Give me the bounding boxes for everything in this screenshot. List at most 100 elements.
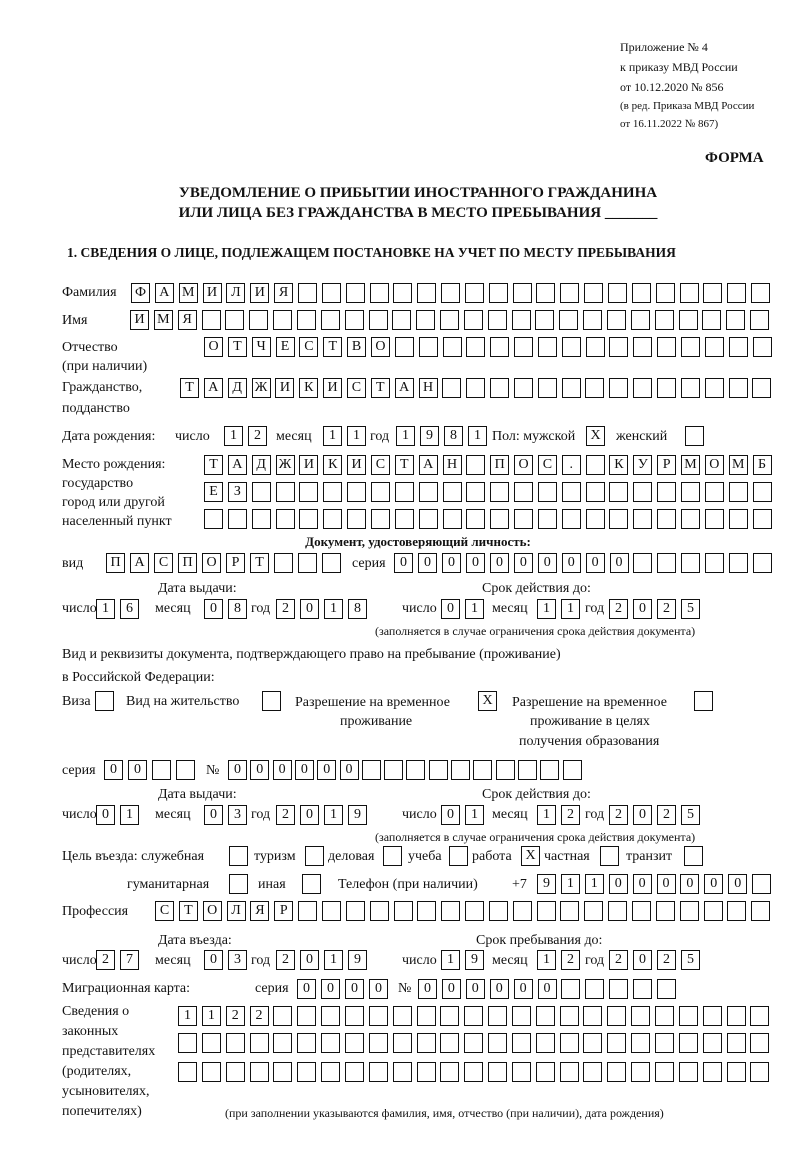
- birth-year-cell[interactable]: 9: [420, 426, 439, 446]
- reps-1-cell[interactable]: [535, 1006, 555, 1026]
- given-name-cell[interactable]: [273, 310, 293, 330]
- birthplace-3-cell[interactable]: [227, 509, 247, 529]
- citizenship-cell[interactable]: [704, 378, 724, 398]
- mc-number-cell[interactable]: [633, 979, 653, 999]
- surname-cell[interactable]: [369, 283, 389, 303]
- purpose-tourism-cell[interactable]: [305, 846, 324, 866]
- reps-3-cell[interactable]: [726, 1062, 746, 1082]
- mc-number-cell[interactable]: 0: [537, 979, 557, 999]
- patronymic-cell[interactable]: [681, 337, 700, 357]
- citizenship-cell[interactable]: К: [299, 378, 319, 398]
- birthplace-3-cell[interactable]: [466, 509, 486, 529]
- rd-number-cell[interactable]: [495, 760, 515, 780]
- given-name-cell[interactable]: [344, 310, 364, 330]
- phone-cell[interactable]: 0: [728, 874, 748, 894]
- reps-3-cell[interactable]: [655, 1062, 674, 1082]
- citizenship-cell[interactable]: Н: [418, 378, 438, 398]
- birthplace-2-cell[interactable]: [466, 482, 486, 502]
- rd-series-cell[interactable]: 0: [104, 760, 123, 780]
- birthplace-3-cell[interactable]: [657, 509, 677, 529]
- birthplace-2-cell[interactable]: [418, 482, 438, 502]
- citizenship-cell[interactable]: [657, 378, 676, 398]
- rd-number-cell[interactable]: 0: [272, 760, 292, 780]
- stay-year-cell[interactable]: 5: [681, 950, 700, 970]
- reps-3-cell[interactable]: [273, 1062, 293, 1082]
- reps-3-cell[interactable]: [368, 1062, 388, 1082]
- rd-valid-year-cell[interactable]: 2: [609, 805, 628, 825]
- rd-issue-year-cell[interactable]: 9: [348, 805, 367, 825]
- surname-cell[interactable]: [608, 283, 627, 303]
- mc-series-cell[interactable]: 0: [345, 979, 364, 999]
- reps-2-cell[interactable]: [440, 1033, 460, 1053]
- given-name-cell[interactable]: [201, 310, 221, 330]
- birthplace-3-cell[interactable]: [490, 509, 510, 529]
- given-name-cell[interactable]: [583, 310, 603, 330]
- birthplace-2-cell[interactable]: [251, 482, 271, 502]
- patronymic-cell[interactable]: [609, 337, 629, 357]
- profession-cell[interactable]: [465, 901, 485, 921]
- purpose-study-cell[interactable]: [449, 846, 468, 866]
- id-kind-cell[interactable]: П: [178, 553, 197, 573]
- id-number-cell[interactable]: [752, 553, 772, 573]
- birthplace-3-cell[interactable]: [752, 509, 772, 529]
- rd-number-cell[interactable]: [428, 760, 448, 780]
- entry-year-cell[interactable]: 0: [300, 950, 319, 970]
- surname-cell[interactable]: Ф: [131, 283, 150, 303]
- birth-year-cell[interactable]: 8: [444, 426, 463, 446]
- reps-1-cell[interactable]: [631, 1006, 651, 1026]
- reps-3-cell[interactable]: [178, 1062, 197, 1082]
- birthplace-1-cell[interactable]: А: [418, 455, 438, 475]
- birthplace-3-cell[interactable]: [704, 509, 724, 529]
- surname-cell[interactable]: [464, 283, 484, 303]
- reps-1-cell[interactable]: [297, 1006, 317, 1026]
- sex-female-cell[interactable]: [685, 426, 704, 446]
- rd-number-cell[interactable]: [361, 760, 381, 780]
- entry-day-cell[interactable]: 7: [120, 950, 139, 970]
- given-name-cell[interactable]: [511, 310, 531, 330]
- given-name-cell[interactable]: [368, 310, 388, 330]
- patronymic-cell[interactable]: С: [299, 337, 319, 357]
- reps-3-cell[interactable]: [535, 1062, 555, 1082]
- given-name-cell[interactable]: [654, 310, 674, 330]
- birthplace-2-cell[interactable]: [442, 482, 462, 502]
- id-number-cell[interactable]: [729, 553, 748, 573]
- patronymic-cell[interactable]: [514, 337, 534, 357]
- mc-number-cell[interactable]: 0: [418, 979, 437, 999]
- patronymic-cell[interactable]: Ч: [251, 337, 271, 357]
- reps-1-cell[interactable]: [511, 1006, 531, 1026]
- id-valid-year-cell[interactable]: 0: [633, 599, 652, 619]
- phone-cell[interactable]: 0: [656, 874, 676, 894]
- surname-cell[interactable]: М: [178, 283, 198, 303]
- id-kind-cell[interactable]: О: [202, 553, 221, 573]
- patronymic-cell[interactable]: [657, 337, 677, 357]
- reps-3-cell[interactable]: [225, 1062, 245, 1082]
- entry-year-cell[interactable]: 2: [276, 950, 295, 970]
- birthplace-3-cell[interactable]: [418, 509, 438, 529]
- stay-day-cell[interactable]: 1: [441, 950, 460, 970]
- profession-cell[interactable]: [441, 901, 461, 921]
- profession-cell[interactable]: [560, 901, 580, 921]
- reps-2-cell[interactable]: [273, 1033, 293, 1053]
- citizenship-cell[interactable]: [752, 378, 772, 398]
- patronymic-cell[interactable]: [728, 337, 748, 357]
- reps-3-cell[interactable]: [392, 1062, 412, 1082]
- birthplace-2-cell[interactable]: [275, 482, 295, 502]
- birthplace-2-cell[interactable]: [561, 482, 581, 502]
- rd-valid-year-cell[interactable]: 2: [657, 805, 676, 825]
- rd-valid-day-cell[interactable]: 0: [441, 805, 460, 825]
- id-issue-year-cell[interactable]: 0: [300, 599, 319, 619]
- phone-cell[interactable]: [752, 874, 772, 894]
- reps-1-cell[interactable]: [392, 1006, 412, 1026]
- birthplace-1-cell[interactable]: Ж: [275, 455, 295, 475]
- birthplace-3-cell[interactable]: [251, 509, 271, 529]
- profession-cell[interactable]: Л: [226, 901, 246, 921]
- reps-2-cell[interactable]: [368, 1033, 388, 1053]
- patronymic-cell[interactable]: [442, 337, 462, 357]
- reps-2-cell[interactable]: [750, 1033, 770, 1053]
- patronymic-cell[interactable]: Т: [323, 337, 343, 357]
- patronymic-cell[interactable]: [394, 337, 414, 357]
- given-name-cell[interactable]: [487, 310, 507, 330]
- surname-cell[interactable]: Л: [226, 283, 246, 303]
- profession-cell[interactable]: [655, 901, 675, 921]
- reps-2-cell[interactable]: [559, 1033, 579, 1053]
